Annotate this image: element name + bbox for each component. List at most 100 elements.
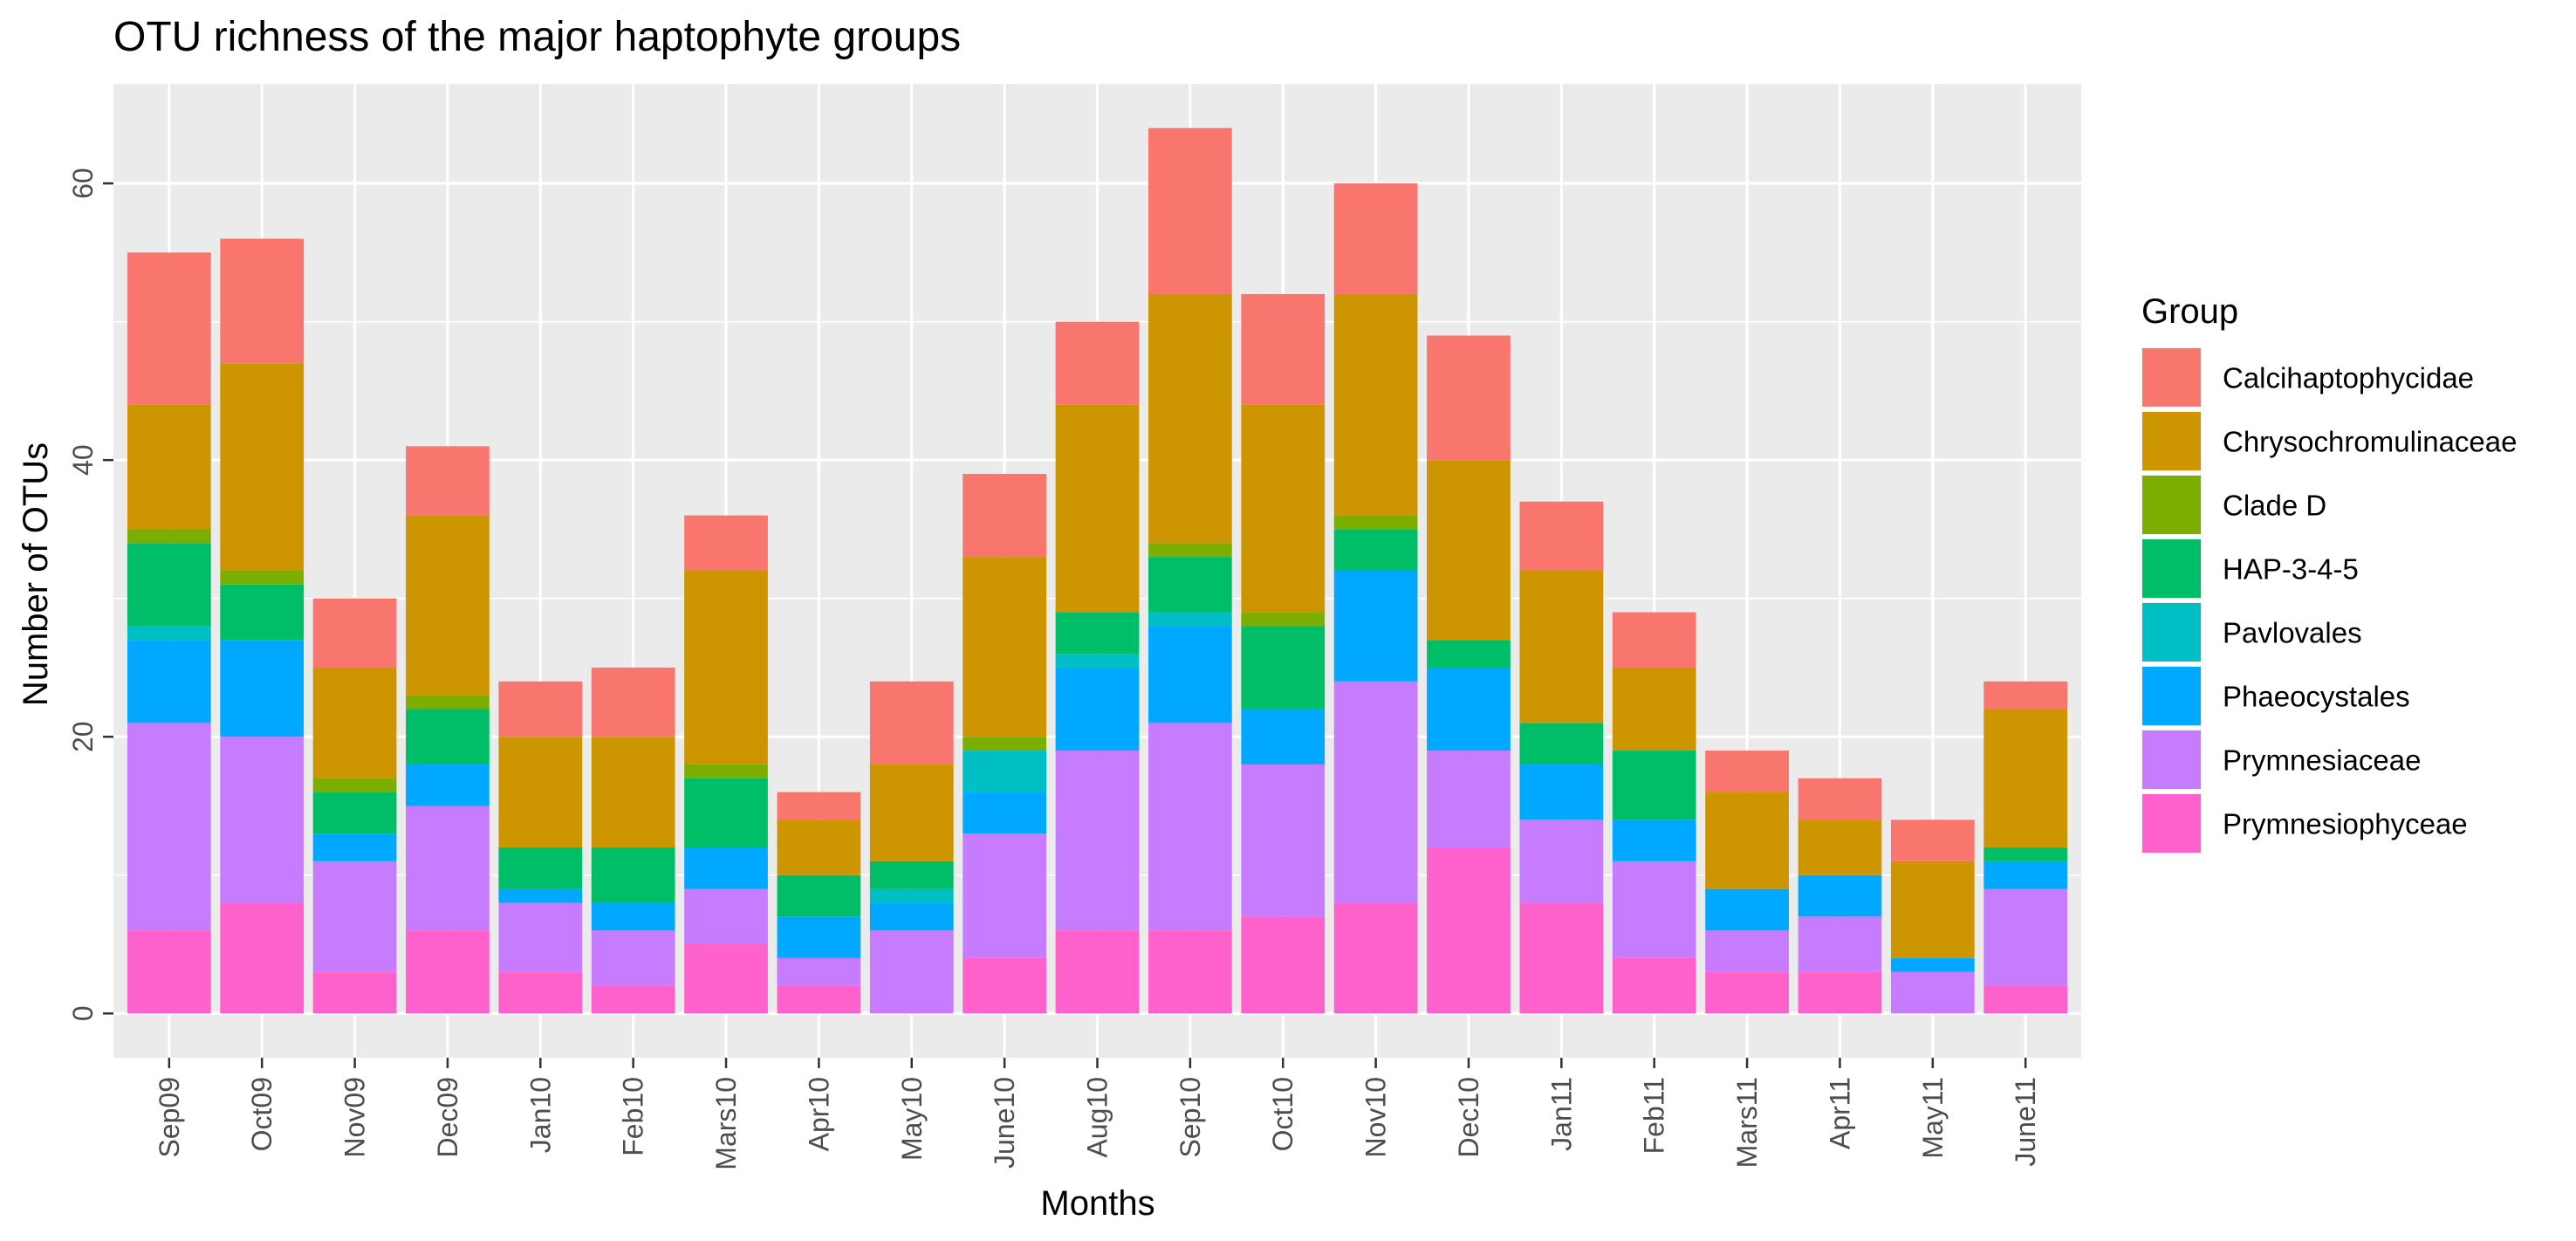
bar-segment bbox=[684, 944, 768, 1014]
bar-segment bbox=[1705, 930, 1789, 972]
bar-segment bbox=[312, 598, 397, 668]
bar-segment bbox=[1519, 902, 1604, 1014]
bar-segment bbox=[127, 626, 211, 641]
bar-segment bbox=[127, 640, 211, 723]
bar-segment bbox=[1983, 888, 2068, 986]
bar-segment bbox=[591, 985, 675, 1014]
bar-segment bbox=[1241, 709, 1326, 764]
bar-segment bbox=[220, 640, 305, 737]
bars bbox=[127, 127, 2068, 1014]
bar-segment bbox=[591, 847, 675, 903]
x-tick-label: Mars10 bbox=[710, 1077, 742, 1170]
x-tick-label: Apr11 bbox=[1824, 1077, 1855, 1149]
chart-title: OTU richness of the major haptophyte gro… bbox=[113, 14, 961, 60]
bar-segment bbox=[127, 930, 211, 1014]
bar-segment bbox=[1519, 723, 1604, 764]
legend-swatch bbox=[2142, 476, 2201, 534]
bar-segment bbox=[869, 860, 954, 889]
bar-segment bbox=[1890, 819, 1975, 861]
bar-segment bbox=[406, 806, 490, 931]
bar-segment bbox=[1983, 860, 2068, 889]
bar-segment bbox=[1612, 957, 1696, 1014]
y-tick-label: 40 bbox=[67, 444, 99, 476]
bar-segment bbox=[1148, 612, 1232, 627]
y-tick-label: 60 bbox=[67, 168, 99, 199]
legend-swatch bbox=[2142, 794, 2201, 853]
bar-segment bbox=[1333, 681, 1418, 903]
bar-segment bbox=[1055, 930, 1140, 1014]
bar-segment bbox=[1148, 293, 1232, 544]
bar-segment bbox=[684, 888, 768, 945]
bar-segment bbox=[1333, 293, 1418, 516]
bar-segment bbox=[1241, 626, 1326, 710]
legend-label: Prymnesiaceae bbox=[2223, 744, 2421, 777]
bar-segment bbox=[220, 571, 305, 585]
bar-segment bbox=[777, 792, 861, 820]
bar-segment bbox=[1241, 404, 1326, 613]
bar-segment bbox=[1427, 751, 1511, 848]
bar-segment bbox=[1055, 612, 1140, 655]
bar-segment bbox=[406, 764, 490, 806]
bar-segment bbox=[1333, 183, 1418, 294]
bar-segment bbox=[1983, 681, 2068, 710]
x-tick-label: Feb10 bbox=[618, 1077, 649, 1156]
bar-segment bbox=[312, 792, 397, 834]
bar-segment bbox=[1705, 971, 1789, 1014]
bar-segment bbox=[1612, 819, 1696, 861]
bar-segment bbox=[1333, 571, 1418, 682]
bar-segment bbox=[220, 584, 305, 641]
bar-segment bbox=[1148, 127, 1232, 294]
legend-swatch bbox=[2142, 539, 2201, 598]
bar-segment bbox=[1519, 501, 1604, 571]
bar-segment bbox=[1055, 321, 1140, 405]
legend-label: Chrysochromulinaceae bbox=[2223, 426, 2518, 458]
bar-segment bbox=[1148, 930, 1232, 1014]
bar-segment bbox=[1983, 985, 2068, 1014]
legend-swatch bbox=[2142, 603, 2201, 662]
bar-segment bbox=[1705, 888, 1789, 931]
bar-segment bbox=[869, 930, 954, 1014]
bar-segment bbox=[591, 930, 675, 986]
bar-segment bbox=[406, 695, 490, 710]
bar-segment bbox=[1798, 971, 1882, 1014]
bar-segment bbox=[1055, 404, 1140, 613]
bar-segment bbox=[963, 737, 1046, 751]
x-tick-label: Oct10 bbox=[1267, 1077, 1298, 1151]
bar-segment bbox=[1983, 847, 2068, 861]
x-tick-label: Dec09 bbox=[432, 1077, 463, 1158]
bar-segment bbox=[406, 446, 490, 516]
bar-segment bbox=[684, 515, 768, 571]
bar-segment bbox=[1055, 667, 1140, 751]
y-tick-label: 20 bbox=[67, 721, 99, 752]
y-axis: 0 20 40 60 bbox=[67, 168, 113, 1021]
x-tick-label: Jan11 bbox=[1545, 1077, 1577, 1151]
bar-segment bbox=[1798, 874, 1882, 917]
x-tick-label: Dec10 bbox=[1453, 1077, 1484, 1158]
bar-segment bbox=[1427, 335, 1511, 461]
x-tick-label: May11 bbox=[1917, 1077, 1949, 1159]
x-tick-label: Aug10 bbox=[1082, 1077, 1113, 1158]
bar-segment bbox=[1705, 792, 1789, 889]
x-tick-label: Oct09 bbox=[246, 1077, 277, 1151]
bar-segment bbox=[312, 778, 397, 792]
bar-segment bbox=[1890, 971, 1975, 1014]
bar-segment bbox=[777, 874, 861, 917]
bar-segment bbox=[1798, 819, 1882, 875]
x-tick-label: June11 bbox=[2010, 1077, 2041, 1167]
bar-segment bbox=[869, 681, 954, 764]
x-tick-label: Apr10 bbox=[803, 1077, 834, 1151]
bar-segment bbox=[777, 957, 861, 986]
bar-segment bbox=[498, 681, 583, 737]
bar-segment bbox=[498, 971, 583, 1014]
bar-segment bbox=[869, 764, 954, 861]
bar-segment bbox=[591, 667, 675, 737]
bar-segment bbox=[1055, 751, 1140, 931]
x-tick-label: Feb11 bbox=[1639, 1077, 1670, 1154]
bar-segment bbox=[1519, 764, 1604, 820]
bar-segment bbox=[1612, 667, 1696, 751]
bar-segment bbox=[1983, 709, 2068, 848]
bar-segment bbox=[963, 474, 1046, 558]
bar-segment bbox=[1890, 860, 1975, 958]
